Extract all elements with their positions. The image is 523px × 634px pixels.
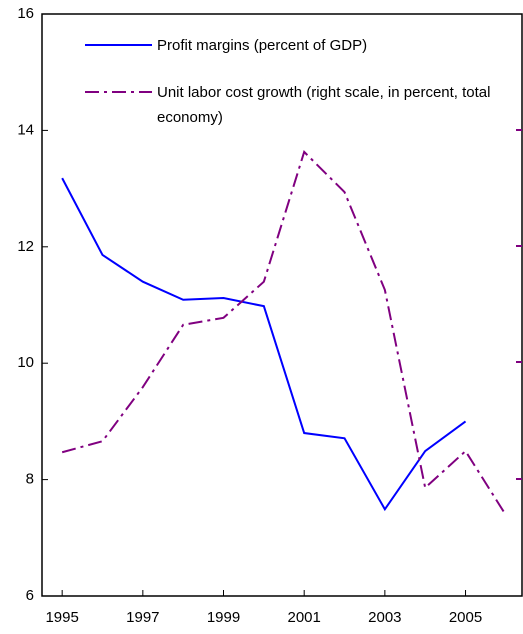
x-tick-label: 1999 [207,609,240,626]
x-tick-label: 2003 [368,609,401,626]
series-line [61,177,467,512]
y-tick-label: 6 [26,587,34,604]
plot-frame [41,13,523,597]
x-tick-label: 1995 [45,609,78,626]
legend-label: Profit margins (percent of GDP) [157,37,368,54]
series-line [61,150,507,516]
legend-label: Unit labor cost growth (right scale, in … [157,84,491,126]
y-tick-label: 16 [17,5,34,22]
y-tick-label: 14 [17,121,34,138]
x-tick-label: 2005 [449,609,482,626]
y-tick-label: 12 [17,238,34,255]
y-tick-label: 10 [17,354,34,371]
x-tick-label: 1997 [126,609,159,626]
x-tick-label: 2001 [287,609,320,626]
y-tick-label: 8 [26,471,34,488]
